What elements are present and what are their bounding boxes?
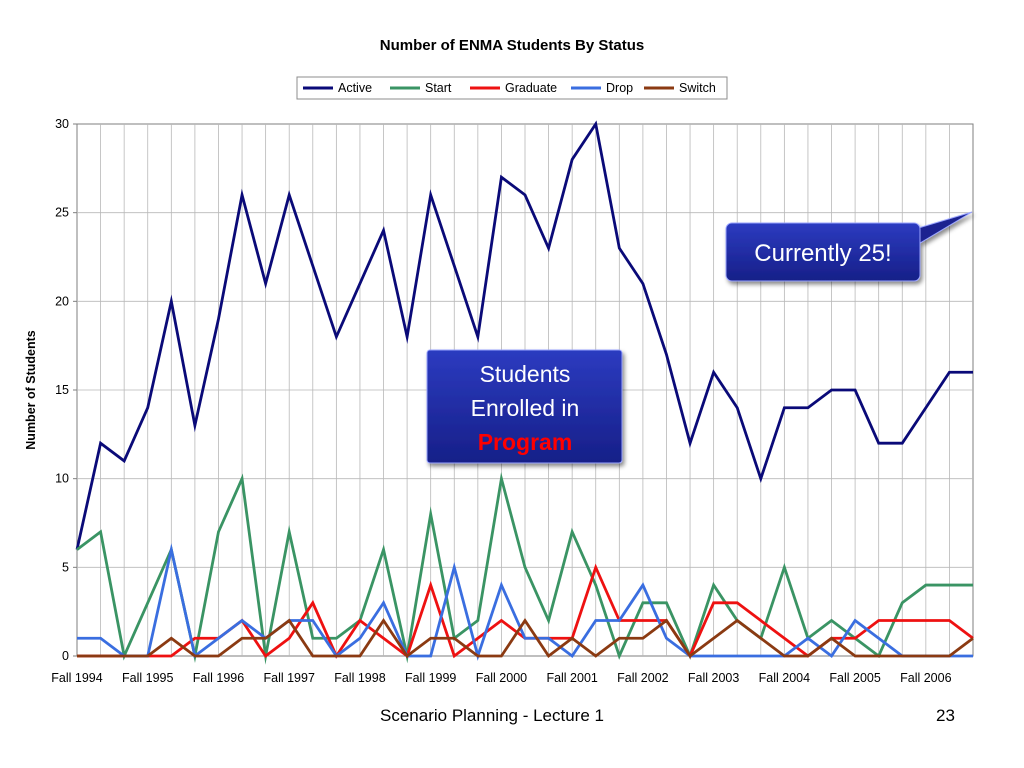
legend-box xyxy=(296,76,728,100)
callout-box xyxy=(725,222,921,282)
x-tick-label: Fall 2002 xyxy=(617,671,668,685)
series-line-drop xyxy=(77,543,973,661)
y-tick-label: 20 xyxy=(55,294,69,308)
series-lines xyxy=(75,120,974,665)
x-tick-label: Fall 2003 xyxy=(688,671,739,685)
x-tick-label: Fall 1998 xyxy=(334,671,385,685)
x-tick-label: Fall 1996 xyxy=(193,671,244,685)
series-line-switch xyxy=(77,618,974,659)
callout-line-1: Students xyxy=(480,361,571,387)
series-line-start xyxy=(76,472,973,665)
x-tick-label: Fall 1994 xyxy=(51,671,102,685)
x-axis-ticks: Fall 1994 Fall 1995 Fall 1996 Fall 1997 Fall… xyxy=(51,671,951,685)
callout-students-enrolled xyxy=(426,349,623,464)
y-tick-label: 5 xyxy=(62,560,69,574)
chart-title: Number of ENMA Students By Status xyxy=(380,37,644,54)
y-axis-ticks: 0 5 10 15 20 25 30 xyxy=(55,117,77,663)
slide-number: 23 xyxy=(936,706,955,725)
y-tick-label: 30 xyxy=(55,117,69,131)
x-tick-label: Fall 2006 xyxy=(900,671,951,685)
y-tick-label: 25 xyxy=(55,206,69,220)
x-tick-label: Fall 2000 xyxy=(476,671,527,685)
callout-currently-25 xyxy=(725,211,973,282)
x-tick-label: Fall 2005 xyxy=(829,671,880,685)
callout-line-2: Enrolled in xyxy=(471,395,580,421)
y-tick-label: 0 xyxy=(62,649,69,663)
y-tick-label: 15 xyxy=(55,383,69,397)
legend: Active Start Graduate Drop Switch xyxy=(296,76,728,100)
series-line-active xyxy=(75,120,973,550)
x-tick-label: Fall 2001 xyxy=(546,671,597,685)
callout-line-3: Program xyxy=(478,429,573,455)
slide-footer-title: Scenario Planning - Lecture 1 xyxy=(380,706,604,725)
legend-label: Graduate xyxy=(505,81,557,95)
legend-label: Switch xyxy=(679,81,716,95)
y-tick-label: 10 xyxy=(55,472,69,486)
callout-box-2 xyxy=(426,349,623,464)
legend-label: Drop xyxy=(606,81,633,95)
legend-label: Start xyxy=(425,81,452,95)
x-tick-label: Fall 1995 xyxy=(122,671,173,685)
callout-currently-25-text: Currently 25! xyxy=(754,240,891,267)
gridlines xyxy=(77,124,973,656)
x-tick-label: Fall 1997 xyxy=(263,671,314,685)
legend-label: Active xyxy=(338,81,372,95)
x-tick-label: Fall 2004 xyxy=(759,671,810,685)
y-axis-label: Number of Students xyxy=(24,330,38,449)
x-tick-label: Fall 1999 xyxy=(405,671,456,685)
